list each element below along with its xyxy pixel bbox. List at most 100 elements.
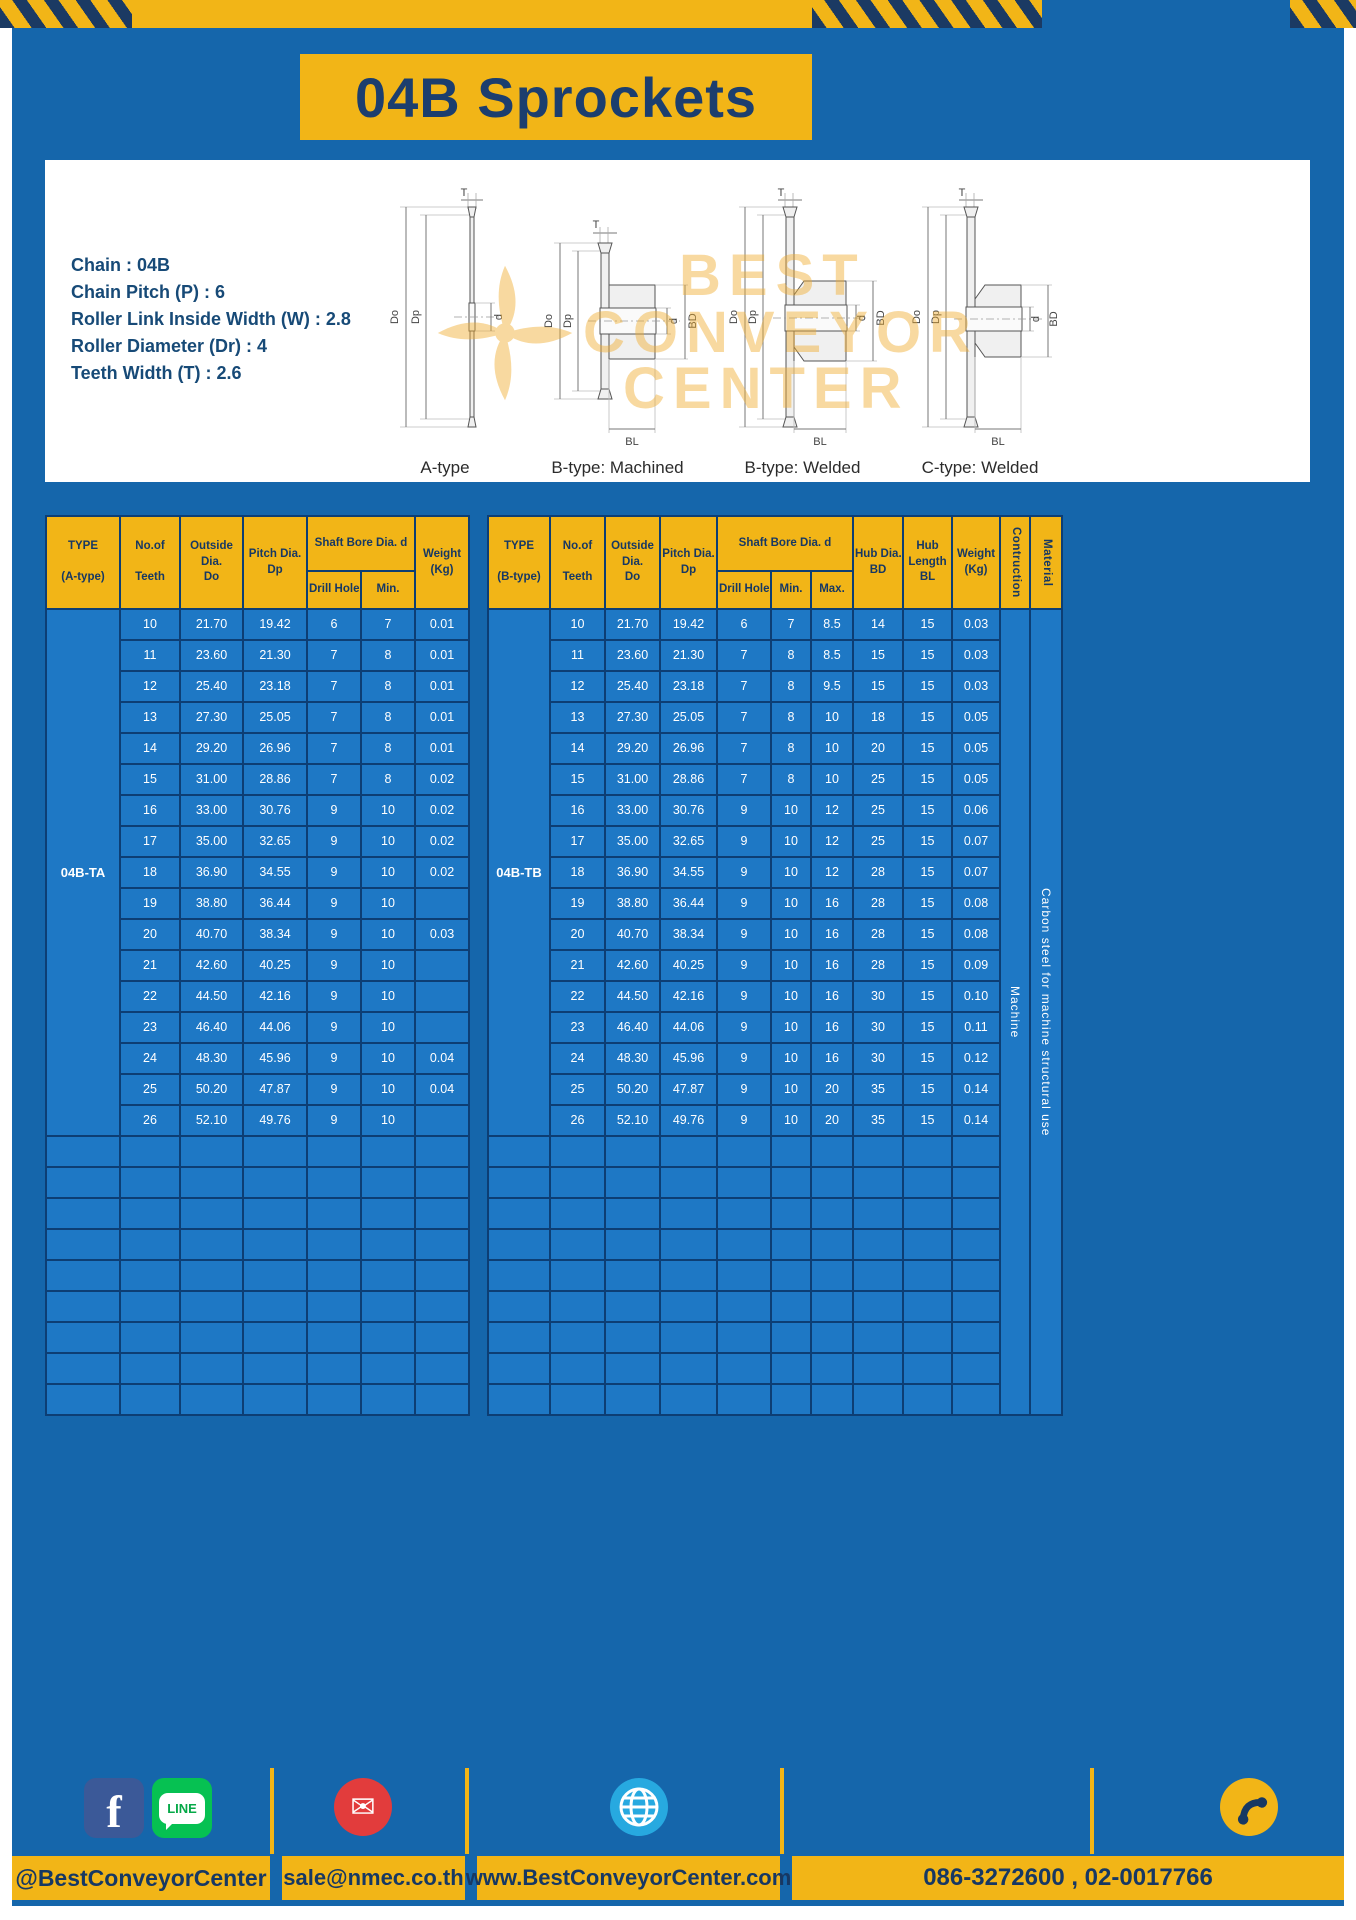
- type-label-cell: 04B-TA: [45, 608, 121, 1137]
- empty-cell: [119, 1290, 181, 1323]
- empty-cell: [242, 1166, 308, 1199]
- empty-table-row: [487, 1321, 1062, 1354]
- col-header-drill-hole-a: Drill Hole: [306, 570, 362, 610]
- value-cell: 42.60: [604, 949, 661, 982]
- value-cell: 26.96: [242, 732, 308, 765]
- diagram-caption: A-type: [420, 458, 470, 477]
- value-cell: 8: [360, 732, 416, 765]
- value-cell: 15: [852, 670, 904, 703]
- line-app-icon[interactable]: LINE: [152, 1778, 212, 1838]
- value-cell: 0.03: [951, 608, 1001, 641]
- empty-cell: [360, 1166, 416, 1199]
- table-row: 17 35.00 32.65 9 10 0.02: [46, 825, 470, 858]
- empty-cell: [119, 1197, 181, 1230]
- value-cell: 24: [549, 1042, 606, 1075]
- value-cell: 23.60: [604, 639, 661, 672]
- envelope-glyph: ✉: [350, 1790, 376, 1824]
- empty-cell: [487, 1259, 551, 1292]
- value-cell: 9: [306, 1011, 362, 1044]
- value-cell: 17: [549, 825, 606, 858]
- value-cell: 50.20: [604, 1073, 661, 1106]
- empty-cell: [659, 1135, 718, 1168]
- value-cell: 24: [119, 1042, 181, 1075]
- table-row: 22 44.50 42.16 9 10 16 30 15 0.10: [488, 980, 1062, 1013]
- table-row: 20 40.70 38.34 9 10 0.03: [46, 918, 470, 951]
- value-cell: 7: [716, 763, 772, 796]
- value-cell: 9: [716, 1011, 772, 1044]
- material-cell: Carbon steel for machine structural use: [1029, 608, 1063, 1416]
- value-cell: 20: [810, 1104, 854, 1137]
- empty-table-row: [487, 1259, 1062, 1292]
- value-cell: 9: [716, 980, 772, 1013]
- value-cell: 0.12: [951, 1042, 1001, 1075]
- value-cell: 23.18: [242, 670, 308, 703]
- table-row: 11 23.60 21.30 7 8 8.5 15 15 0.03: [488, 639, 1062, 672]
- chain-specs: Chain : 04B Chain Pitch (P) : 6 Roller L…: [71, 252, 351, 387]
- c-type-welded-drawing-icon: T Do Dp: [911, 187, 1060, 448]
- svg-text:Dp: Dp: [930, 310, 942, 324]
- table-row: 15 31.00 28.86 7 8 10 25 15 0.05: [488, 763, 1062, 796]
- value-cell: 10: [360, 825, 416, 858]
- empty-cell: [242, 1197, 308, 1230]
- empty-cell: [770, 1197, 812, 1230]
- b-type-welded-drawing-icon: T Do Dp: [728, 187, 887, 448]
- phone-numbers-text: 086-3272600 , 02-0017766: [792, 1856, 1344, 1900]
- facebook-icon[interactable]: f: [84, 1778, 144, 1838]
- email-icon[interactable]: ✉: [334, 1778, 392, 1836]
- empty-table-row: [487, 1197, 1062, 1230]
- globe-icon[interactable]: [610, 1778, 668, 1836]
- table-row: 20 40.70 38.34 9 10 16 28 15 0.08: [488, 918, 1062, 951]
- table-row: 11 23.60 21.30 7 8 0.01: [46, 639, 470, 672]
- empty-cell: [902, 1290, 953, 1323]
- b-type-machined-drawing-icon: T Do Dp: [543, 219, 699, 448]
- value-cell: 9: [306, 1104, 362, 1137]
- value-cell: 40.70: [179, 918, 244, 951]
- value-cell: 23.18: [659, 670, 718, 703]
- value-cell: 36.90: [604, 856, 661, 889]
- value-cell: 20: [810, 1073, 854, 1106]
- value-cell: 10: [810, 701, 854, 734]
- empty-cell: [604, 1166, 661, 1199]
- value-cell: 38.34: [659, 918, 718, 951]
- value-cell: 15: [902, 918, 953, 951]
- value-cell: 9: [306, 918, 362, 951]
- value-cell: 10: [360, 794, 416, 827]
- phone-icon[interactable]: [1220, 1778, 1278, 1836]
- value-cell: 12: [810, 825, 854, 858]
- value-cell: 0.02: [414, 763, 470, 796]
- empty-cell: [902, 1197, 953, 1230]
- value-cell: 9: [306, 825, 362, 858]
- value-cell: 15: [902, 1073, 953, 1106]
- svg-text:T: T: [778, 187, 785, 199]
- col-header-pitch-dia-b: Pitch Dia. Dp: [659, 515, 718, 610]
- empty-cell: [852, 1259, 904, 1292]
- empty-cell: [360, 1383, 416, 1416]
- value-cell: 0.01: [414, 670, 470, 703]
- empty-cell: [179, 1228, 244, 1261]
- svg-text:BL: BL: [991, 436, 1004, 448]
- value-cell: 0.05: [951, 763, 1001, 796]
- col-header-min-a: Min.: [360, 570, 416, 610]
- empty-cell: [852, 1290, 904, 1323]
- empty-cell: [770, 1352, 812, 1385]
- empty-cell: [242, 1383, 308, 1416]
- sprocket-diagrams: T Do Dp: [370, 166, 1060, 478]
- value-cell: 15: [902, 608, 953, 641]
- empty-cell: [951, 1321, 1001, 1354]
- diagram-c-type-welded: T Do Dp: [900, 183, 1060, 478]
- diagram-a-type: T Do Dp: [370, 183, 520, 478]
- table-row: 04B-TB 10 21.70 19.42 6 7 8.5 14 15 0.03 Machine Ca…: [487, 608, 1063, 1416]
- empty-cell: [951, 1135, 1001, 1168]
- value-cell: 21: [549, 949, 606, 982]
- empty-cell: [414, 1321, 470, 1354]
- value-cell: 15: [902, 639, 953, 672]
- value-cell: 18: [119, 856, 181, 889]
- value-cell: 30.76: [242, 794, 308, 827]
- empty-cell: [242, 1135, 308, 1168]
- empty-cell: [852, 1166, 904, 1199]
- table-row: 16 33.00 30.76 9 10 12 25 15 0.06: [488, 794, 1062, 827]
- value-cell: 0.05: [951, 701, 1001, 734]
- table-a-type: TYPE (A-type) No.of Teeth Outside Dia. D…: [45, 515, 470, 1416]
- value-cell: 7: [306, 763, 362, 796]
- value-cell: 18: [852, 701, 904, 734]
